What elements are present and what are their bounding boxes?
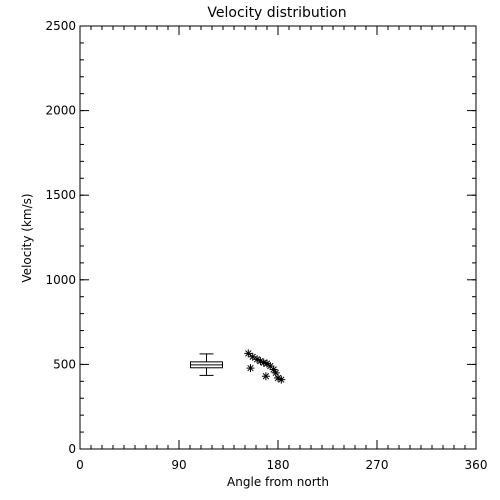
- y-axis-label: Velocity (km/s): [20, 193, 34, 282]
- x-tick-label: 90: [171, 458, 186, 472]
- data-points: [244, 349, 286, 384]
- y-tick-label: 2500: [45, 19, 76, 33]
- asterisk-stroke: [249, 353, 256, 360]
- data-point: [246, 364, 255, 373]
- y-tick-label: 0: [68, 442, 76, 456]
- asterisk-stroke: [274, 374, 282, 382]
- y-tick-label: 2000: [45, 104, 76, 118]
- data-point: [266, 362, 275, 371]
- asterisk-stroke: [263, 360, 271, 367]
- minor-ticks: [79, 25, 477, 450]
- asterisk-stroke: [262, 373, 270, 380]
- data-point: [277, 375, 286, 384]
- data-point: [248, 352, 257, 361]
- boxplot: [190, 353, 223, 376]
- x-tick-label: 0: [76, 458, 84, 472]
- chart-title: Velocity distribution: [207, 5, 346, 21]
- x-tick-label: 360: [465, 458, 488, 472]
- y-tick-label: 1500: [45, 188, 76, 202]
- asterisk-stroke: [278, 376, 285, 383]
- data-point: [261, 372, 270, 381]
- major-ticks: [79, 25, 477, 450]
- plot-frame: [79, 25, 477, 450]
- asterisk-stroke: [270, 366, 277, 373]
- asterisk-stroke: [245, 350, 252, 357]
- x-tick-label: 270: [366, 458, 389, 472]
- data-point: [244, 349, 253, 358]
- asterisk-stroke: [272, 369, 279, 377]
- x-tick-label: 180: [267, 458, 290, 472]
- x-axis-label: Angle from north: [227, 475, 329, 489]
- y-tick-label: 500: [53, 357, 76, 371]
- asterisk-stroke: [247, 364, 254, 372]
- asterisk-stroke: [257, 357, 264, 365]
- y-tick-label: 1000: [45, 273, 76, 287]
- asterisk-stroke: [260, 359, 267, 366]
- asterisk-stroke: [267, 362, 274, 370]
- tick-labels: 0 90 180 270 360 0 500 1000 1500 2000 2500: [45, 19, 487, 472]
- asterisk-stroke: [253, 356, 261, 363]
